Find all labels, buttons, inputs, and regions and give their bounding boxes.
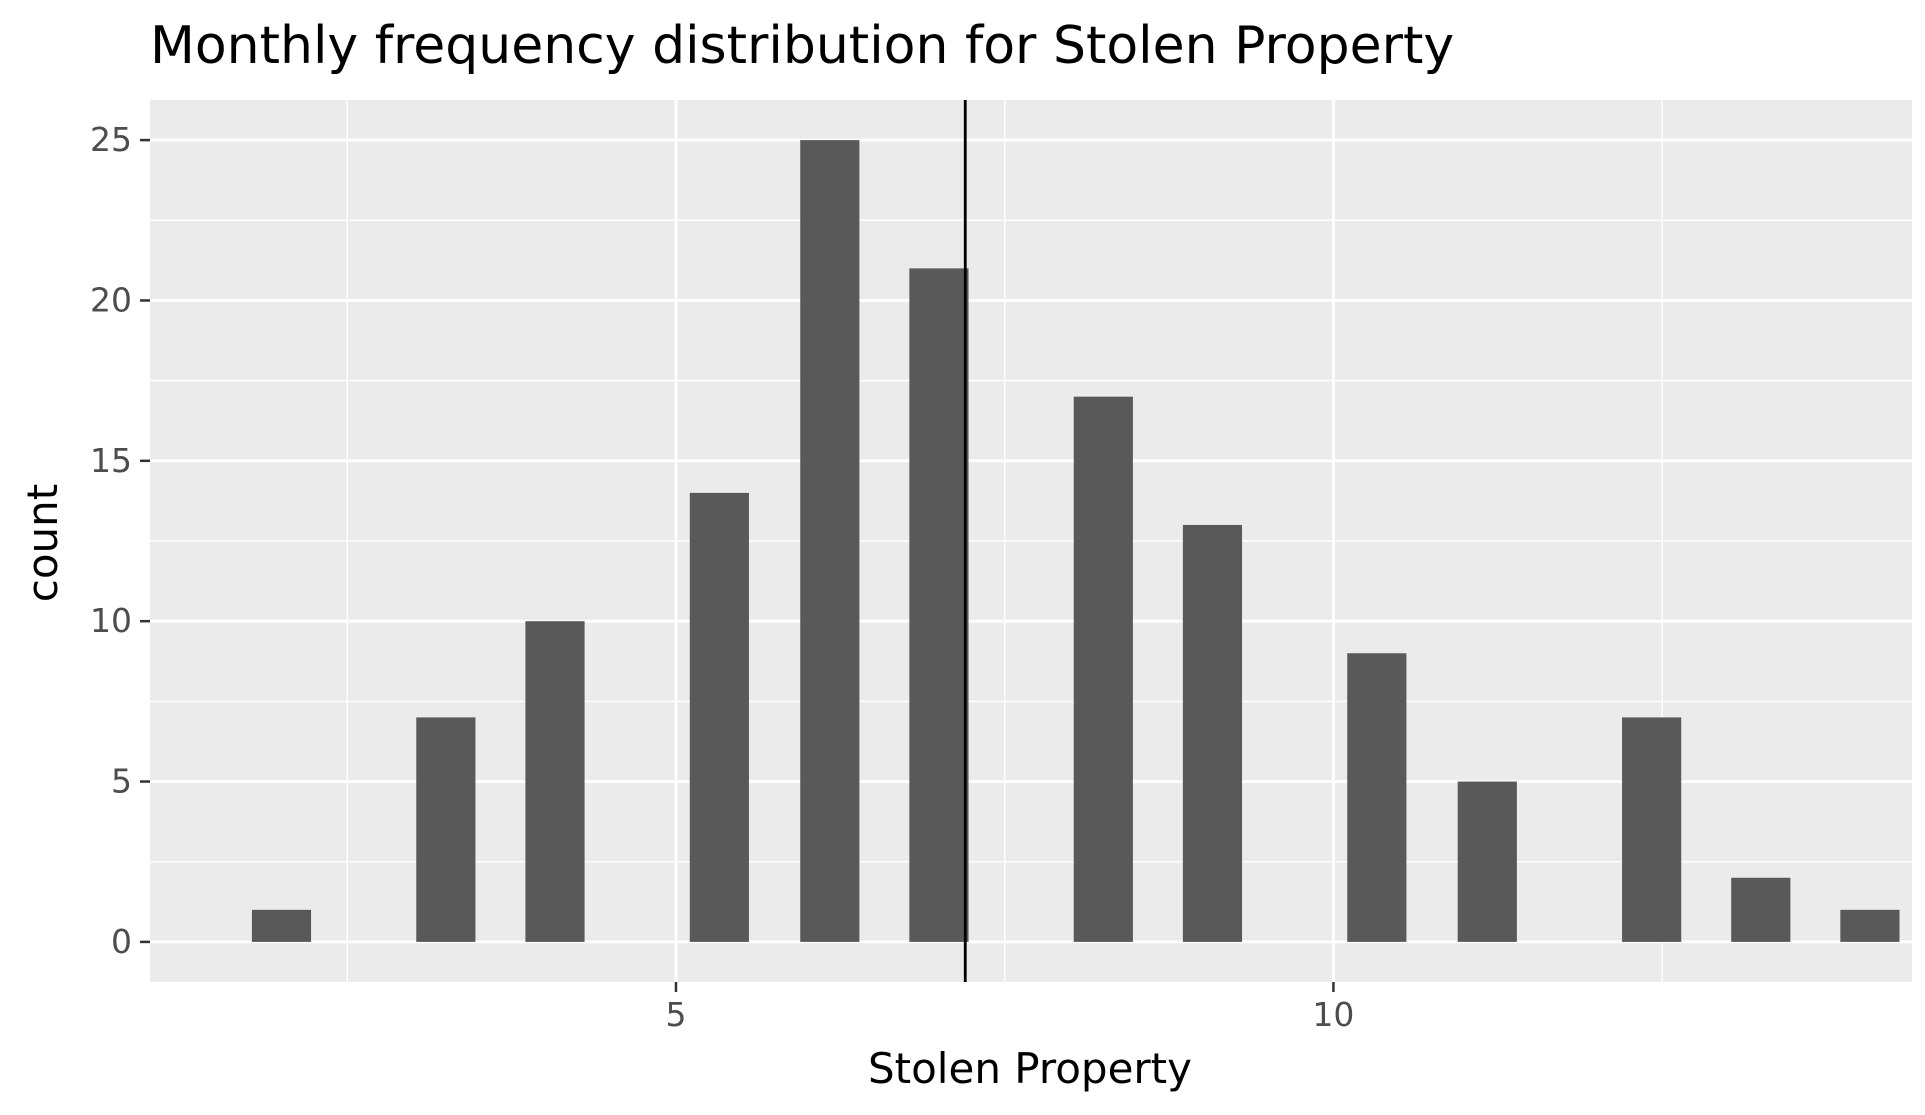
histogram-bar — [1182, 524, 1243, 942]
y-tick-label: 25 — [90, 120, 132, 159]
y-tick-label: 15 — [90, 441, 132, 480]
histogram-bar — [1457, 781, 1517, 942]
y-axis-title: count — [18, 484, 67, 603]
histogram-bar — [1840, 909, 1900, 942]
x-tick-label: 10 — [1312, 995, 1354, 1034]
histogram-bar — [1073, 396, 1133, 942]
histogram-bar — [1347, 653, 1407, 942]
y-tick-label: 5 — [111, 762, 132, 801]
x-axis: 5 10 — [665, 982, 1354, 1034]
y-axis: 0 5 10 15 20 25 — [90, 120, 150, 961]
histogram-bar — [800, 140, 860, 942]
x-axis-title: Stolen Property — [868, 1044, 1192, 1093]
x-tick-label: 5 — [665, 995, 686, 1034]
y-tick-label: 20 — [90, 280, 132, 319]
histogram-bar — [1731, 877, 1791, 942]
y-tick-label: 10 — [90, 601, 132, 640]
y-tick-label: 0 — [111, 922, 132, 961]
histogram-bar — [416, 717, 476, 942]
histogram-bar — [251, 909, 312, 942]
chart-title: Monthly frequency distribution for Stole… — [150, 16, 1454, 76]
histogram-bars — [251, 140, 1900, 942]
histogram-bar — [525, 621, 585, 942]
histogram-bar — [689, 492, 749, 942]
histogram-bar — [1622, 717, 1682, 942]
histogram-bar — [909, 268, 969, 942]
